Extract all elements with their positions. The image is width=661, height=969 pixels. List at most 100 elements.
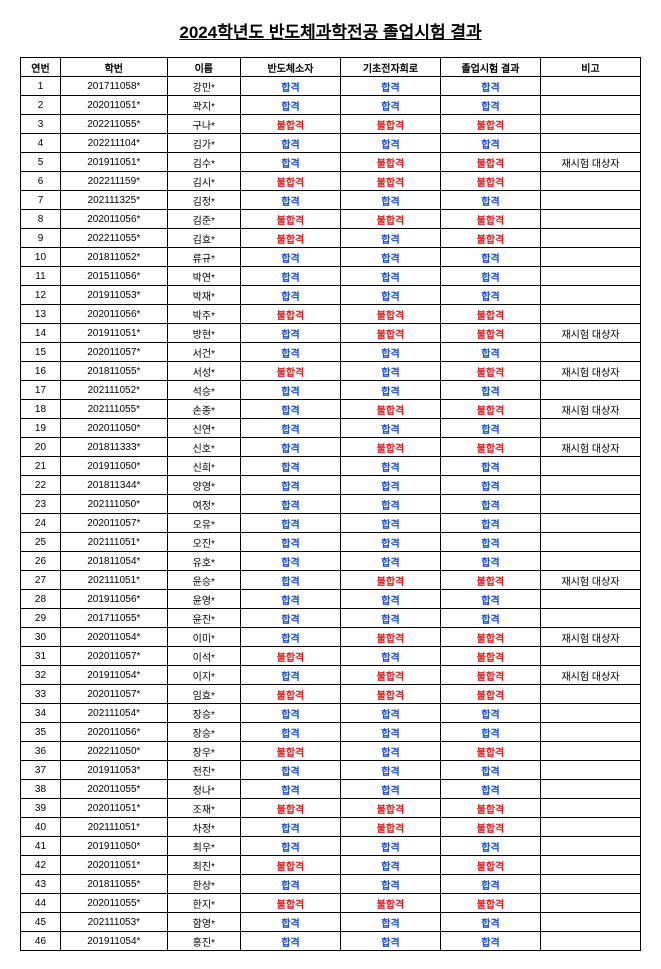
cell-no: 34 — [21, 704, 61, 723]
cell-id: 202211055* — [60, 229, 167, 248]
cell-note: 재시험 대상자 — [540, 571, 640, 590]
table-row: 3202211055*구나*불합격불합격불합격 — [21, 115, 641, 134]
table-row: 28201911056*윤영*합격합격합격 — [21, 590, 641, 609]
cell-id: 202011051* — [60, 856, 167, 875]
cell-no: 10 — [21, 248, 61, 267]
cell-no: 35 — [21, 723, 61, 742]
cell-subj1: 합격 — [240, 837, 340, 856]
cell-name: 신연* — [167, 419, 240, 438]
cell-result: 불합격 — [440, 115, 540, 134]
cell-subj1: 합격 — [240, 571, 340, 590]
cell-result: 불합격 — [440, 818, 540, 837]
table-row: 15202011057*서건*합격합격합격 — [21, 343, 641, 362]
table-row: 46201911054*홍진*합격합격합격 — [21, 932, 641, 951]
cell-result: 합격 — [440, 419, 540, 438]
cell-subj1: 합격 — [240, 457, 340, 476]
cell-result: 합격 — [440, 495, 540, 514]
table-row: 44202011055*한지*불합격불합격불합격 — [21, 894, 641, 913]
cell-note — [540, 894, 640, 913]
table-row: 23202111050*여정*합격합격합격 — [21, 495, 641, 514]
cell-note — [540, 590, 640, 609]
cell-no: 19 — [21, 419, 61, 438]
cell-note — [540, 913, 640, 932]
cell-subj1: 합격 — [240, 913, 340, 932]
cell-result: 불합격 — [440, 324, 540, 343]
cell-note — [540, 381, 640, 400]
cell-subj2: 불합격 — [340, 210, 440, 229]
cell-no: 39 — [21, 799, 61, 818]
cell-name: 신희* — [167, 457, 240, 476]
cell-note — [540, 514, 640, 533]
cell-no: 42 — [21, 856, 61, 875]
cell-subj2: 합격 — [340, 742, 440, 761]
cell-id: 202111050* — [60, 495, 167, 514]
cell-name: 곽지* — [167, 96, 240, 115]
cell-subj2: 합격 — [340, 267, 440, 286]
cell-result: 불합격 — [440, 666, 540, 685]
cell-subj2: 합격 — [340, 723, 440, 742]
cell-name: 이지* — [167, 666, 240, 685]
cell-note — [540, 533, 640, 552]
cell-result: 합격 — [440, 552, 540, 571]
cell-no: 9 — [21, 229, 61, 248]
cell-subj2: 불합격 — [340, 115, 440, 134]
cell-result: 합격 — [440, 723, 540, 742]
cell-result: 합격 — [440, 590, 540, 609]
cell-subj2: 불합격 — [340, 894, 440, 913]
cell-name: 장승* — [167, 704, 240, 723]
cell-note — [540, 96, 640, 115]
cell-name: 석승* — [167, 381, 240, 400]
cell-subj2: 불합격 — [340, 172, 440, 191]
cell-name: 서성* — [167, 362, 240, 381]
cell-result: 불합격 — [440, 685, 540, 704]
cell-subj1: 불합격 — [240, 647, 340, 666]
table-row: 12201911053*박재*합격합격합격 — [21, 286, 641, 305]
cell-subj1: 불합격 — [240, 856, 340, 875]
cell-no: 25 — [21, 533, 61, 552]
cell-note — [540, 799, 640, 818]
cell-subj2: 불합격 — [340, 153, 440, 172]
cell-subj2: 합격 — [340, 248, 440, 267]
cell-note: 재시험 대상자 — [540, 400, 640, 419]
cell-result: 불합격 — [440, 362, 540, 381]
cell-no: 14 — [21, 324, 61, 343]
cell-result: 합격 — [440, 913, 540, 932]
cell-id: 201811055* — [60, 875, 167, 894]
cell-name: 박주* — [167, 305, 240, 324]
cell-id: 201911053* — [60, 761, 167, 780]
table-row: 36202211050*장우*불합격합격불합격 — [21, 742, 641, 761]
table-row: 22201811344*양영*합격합격합격 — [21, 476, 641, 495]
cell-subj1: 합격 — [240, 533, 340, 552]
cell-result: 불합격 — [440, 799, 540, 818]
cell-id: 202111051* — [60, 571, 167, 590]
cell-note — [540, 267, 640, 286]
cell-subj2: 합격 — [340, 476, 440, 495]
cell-no: 28 — [21, 590, 61, 609]
cell-result: 합격 — [440, 761, 540, 780]
cell-id: 202111055* — [60, 400, 167, 419]
cell-id: 202011055* — [60, 780, 167, 799]
cell-subj2: 불합격 — [340, 400, 440, 419]
cell-name: 한상* — [167, 875, 240, 894]
cell-subj2: 합격 — [340, 875, 440, 894]
cell-subj2: 합격 — [340, 609, 440, 628]
cell-result: 합격 — [440, 77, 540, 96]
cell-subj1: 합격 — [240, 419, 340, 438]
cell-subj1: 합격 — [240, 723, 340, 742]
cell-subj1: 합격 — [240, 552, 340, 571]
cell-id: 202211055* — [60, 115, 167, 134]
cell-no: 26 — [21, 552, 61, 571]
cell-name: 한지* — [167, 894, 240, 913]
cell-result: 합격 — [440, 780, 540, 799]
cell-result: 불합격 — [440, 438, 540, 457]
cell-id: 201911051* — [60, 153, 167, 172]
cell-id: 201911054* — [60, 932, 167, 951]
cell-result: 합격 — [440, 875, 540, 894]
cell-name: 박재* — [167, 286, 240, 305]
table-row: 45202111053*함영*합격합격합격 — [21, 913, 641, 932]
cell-name: 윤승* — [167, 571, 240, 590]
table-row: 30202011054*이미*합격불합격불합격재시험 대상자 — [21, 628, 641, 647]
cell-result: 합격 — [440, 514, 540, 533]
cell-no: 3 — [21, 115, 61, 134]
cell-name: 이석* — [167, 647, 240, 666]
